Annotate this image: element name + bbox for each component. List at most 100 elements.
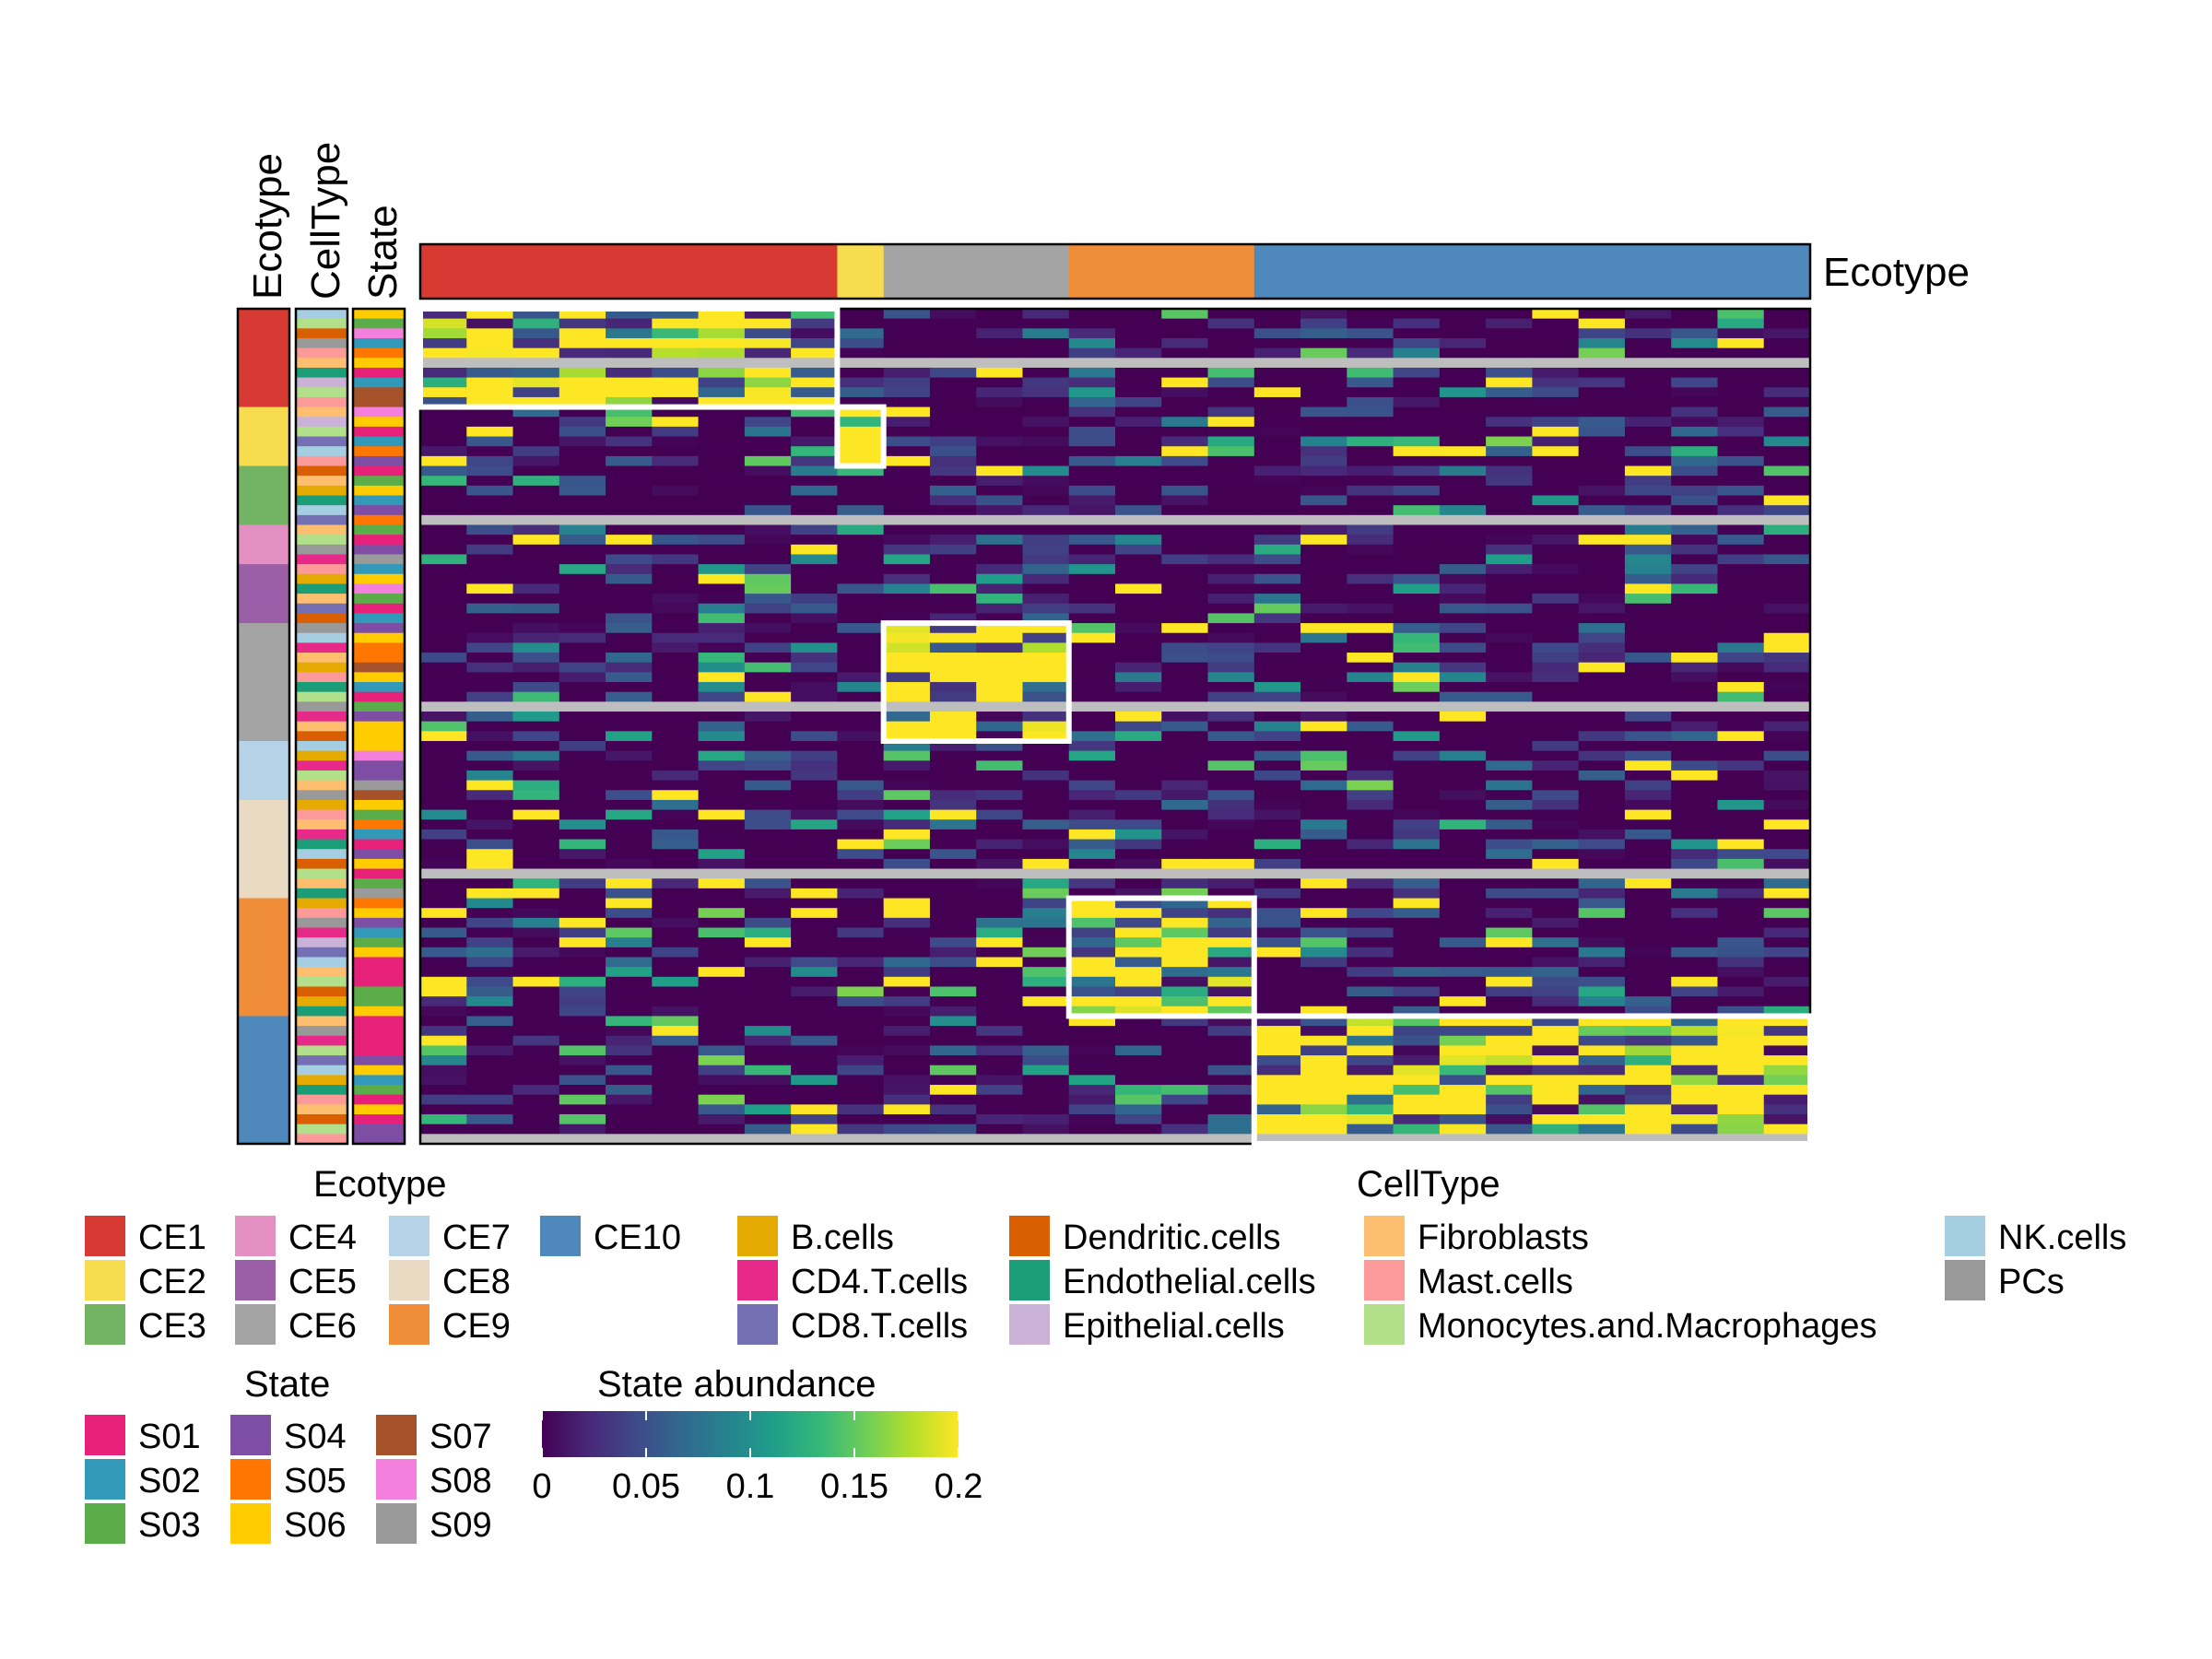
heatmap-cell <box>606 1114 653 1125</box>
ecotype-anno-cell <box>238 790 289 801</box>
heatmap-cell <box>1624 701 1672 712</box>
heatmap-cell <box>606 417 653 428</box>
heatmap-cell <box>744 701 792 712</box>
heatmap-cell <box>466 849 514 860</box>
heatmap-cell <box>606 446 653 457</box>
heatmap-cell <box>1068 888 1116 900</box>
state-anno-cell <box>353 829 405 841</box>
heatmap-cell <box>929 819 977 830</box>
heatmap-cell <box>559 819 606 830</box>
heatmap-cell <box>698 1134 746 1145</box>
heatmap-cell <box>1671 436 1719 447</box>
heatmap-cell <box>1022 780 1070 791</box>
heatmap-cell <box>976 358 1024 369</box>
heatmap-cell <box>837 455 885 467</box>
heatmap-cell <box>512 957 560 968</box>
heatmap-cell <box>1393 524 1441 535</box>
heatmap-cell <box>744 908 792 919</box>
celltype-anno-cell <box>296 1085 347 1096</box>
heatmap-cell <box>1532 328 1580 339</box>
heatmap-cell <box>1486 446 1533 457</box>
heatmap-cell <box>1624 721 1672 732</box>
heatmap-cell <box>1161 760 1209 771</box>
heatmap-cell <box>791 1035 838 1047</box>
heatmap-cell <box>1486 819 1533 830</box>
state-anno-cell <box>353 672 405 683</box>
heatmap-cell <box>1486 485 1533 497</box>
heatmap-cell <box>512 908 560 919</box>
state-anno-cell <box>353 436 405 447</box>
heatmap-cell <box>512 426 560 438</box>
heatmap-cell <box>652 731 700 742</box>
ecotype-anno-cell <box>238 1114 289 1125</box>
heatmap-cell <box>1347 485 1394 497</box>
heatmap-cell <box>512 613 560 624</box>
heatmap-cell <box>466 878 514 889</box>
heatmap-cell <box>698 613 746 624</box>
heatmap-cell <box>1486 642 1533 653</box>
heatmap-cell <box>791 377 838 388</box>
heatmap-cell <box>512 446 560 457</box>
heatmap-cell <box>652 485 700 497</box>
heatmap-cell <box>976 387 1024 398</box>
heatmap-cell <box>1161 691 1209 702</box>
heatmap-cell <box>698 514 746 526</box>
heatmap-cell <box>744 387 792 398</box>
heatmap-cell <box>559 672 606 683</box>
heatmap-cell <box>1486 1085 1533 1096</box>
heatmap-cell <box>1207 632 1255 643</box>
heatmap-cell <box>1717 858 1765 870</box>
heatmap-cell <box>698 701 746 712</box>
heatmap-cell <box>1439 426 1487 438</box>
heatmap-cell <box>1161 594 1209 605</box>
heatmap-cell <box>466 603 514 615</box>
heatmap-cell <box>652 406 700 418</box>
heatmap-cell <box>1624 976 1672 988</box>
top-annotation-border <box>418 242 1812 300</box>
heatmap-cell <box>1253 1006 1301 1018</box>
heatmap-cell <box>1439 337 1487 349</box>
heatmap-cell <box>837 868 885 879</box>
heatmap-cell <box>1161 613 1209 624</box>
heatmap-cell <box>1253 908 1301 919</box>
heatmap-cell <box>652 1114 700 1125</box>
heatmap-cell <box>1486 613 1533 624</box>
state-anno-cell <box>353 947 405 959</box>
heatmap-cell <box>929 712 977 723</box>
heatmap-cell <box>420 603 467 615</box>
heatmap-cell <box>1300 662 1347 673</box>
heatmap-cell <box>698 476 746 487</box>
heatmap-cell <box>1068 986 1116 997</box>
celltype-anno-cell <box>296 642 347 653</box>
heatmap-cell <box>1161 573 1209 585</box>
heatmap-cell <box>652 829 700 841</box>
heatmap-cell <box>1439 535 1487 546</box>
heatmap-cell <box>1022 524 1070 535</box>
ecotype-anno-cell <box>238 535 289 546</box>
heatmap-cell <box>512 1016 560 1027</box>
heatmap-cell <box>1439 623 1487 634</box>
heatmap-cell <box>420 868 467 879</box>
heatmap-cell <box>1022 1026 1070 1037</box>
highlight-box <box>1065 895 1257 1019</box>
heatmap-cell <box>512 701 560 712</box>
heatmap-cell <box>1207 868 1255 879</box>
heatmap-cell <box>1068 1104 1116 1115</box>
heatmap-cell <box>698 799 746 811</box>
heatmap-cell <box>512 1085 560 1096</box>
heatmap-cell <box>883 1075 931 1086</box>
heatmap-cell <box>1207 396 1255 408</box>
heatmap-cell <box>466 908 514 919</box>
heatmap-cell <box>606 514 653 526</box>
celltype-anno-cell <box>296 996 347 1007</box>
heatmap-cell <box>1624 1035 1672 1047</box>
heatmap-cell <box>744 514 792 526</box>
heatmap-cell <box>1578 564 1626 575</box>
heatmap-cell <box>1717 1114 1765 1125</box>
heatmap-cell <box>1347 642 1394 653</box>
heatmap-cell <box>466 417 514 428</box>
heatmap-cell <box>1486 662 1533 673</box>
heatmap-cell <box>1532 505 1580 516</box>
heatmap-cell <box>512 1094 560 1105</box>
heatmap-cell <box>1347 1026 1394 1037</box>
